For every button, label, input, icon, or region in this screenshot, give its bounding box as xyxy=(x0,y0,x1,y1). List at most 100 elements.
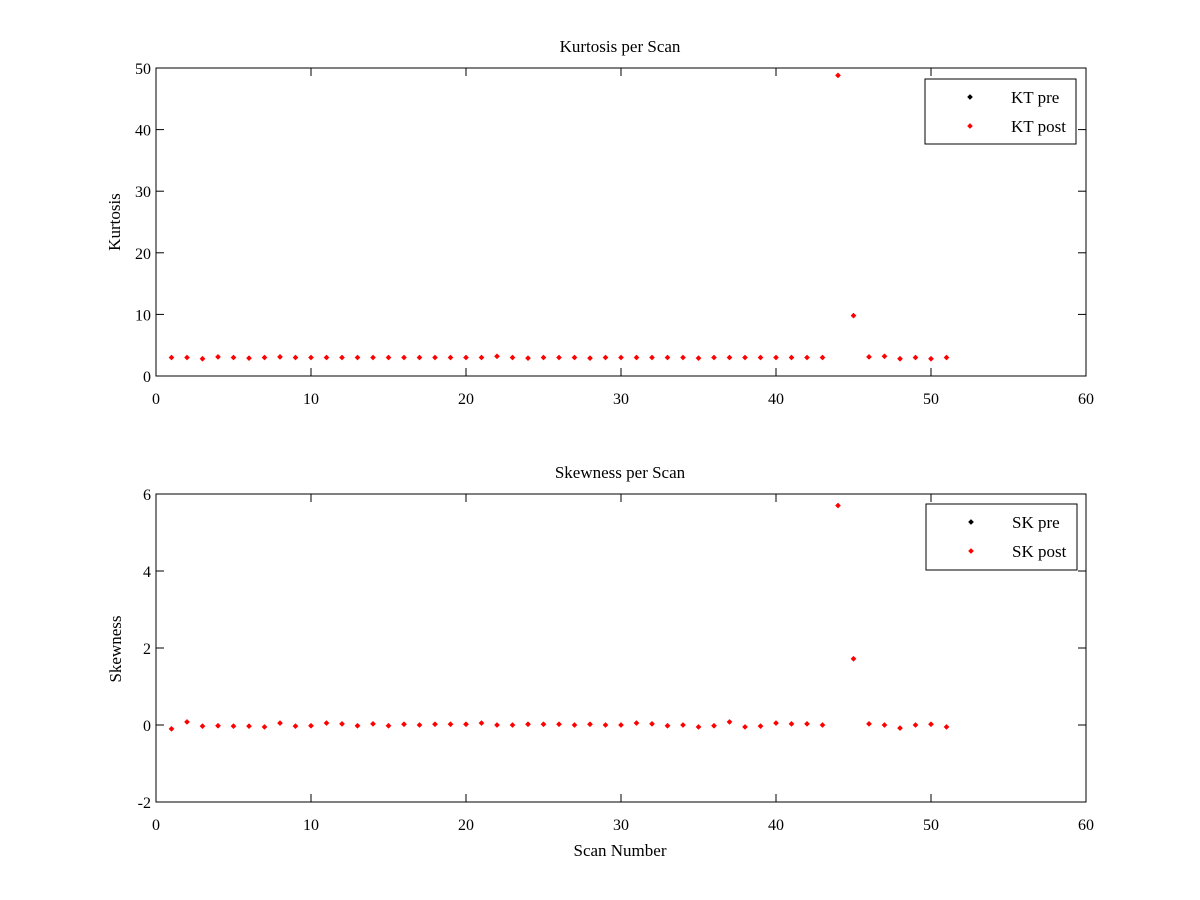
kurtosis-y-axis-label: Kurtosis xyxy=(105,193,124,251)
skewness-x-tick-label: 40 xyxy=(768,817,784,834)
kurtosis-point-post xyxy=(261,354,268,361)
skewness-legend-marker xyxy=(968,519,974,525)
skewness-y-tick-label: 0 xyxy=(143,718,151,735)
skewness-x-tick-label: 60 xyxy=(1078,817,1094,834)
kurtosis-point-post xyxy=(478,354,485,361)
kurtosis-x-tick-label: 50 xyxy=(923,391,939,408)
skewness-point-post xyxy=(339,720,345,727)
skewness-legend-label: SK pre xyxy=(1012,513,1060,532)
skewness-point-post xyxy=(416,722,423,728)
skewness-point-post xyxy=(261,723,268,730)
kurtosis-point-post xyxy=(339,354,345,361)
skewness-point-post xyxy=(277,720,283,727)
kurtosis-point-post xyxy=(323,354,330,361)
kurtosis-point-post xyxy=(897,355,903,362)
kurtosis-x-tick-label: 10 xyxy=(303,391,319,408)
kurtosis-point-post xyxy=(943,354,950,361)
kurtosis-point-post xyxy=(168,354,175,361)
skewness-point-post xyxy=(804,720,810,727)
skewness-x-tick-label: 30 xyxy=(613,817,629,834)
skewness-point-post xyxy=(246,723,252,730)
skewness-point-post xyxy=(819,722,826,728)
kurtosis-point-post xyxy=(680,354,686,361)
kurtosis-panel: Kurtosis per Scan Kurtosis 0 10 20 30 40 50 60… xyxy=(105,37,1094,408)
skewness-point-post xyxy=(401,721,407,728)
skewness-point-post xyxy=(835,502,841,509)
skewness-point-post xyxy=(773,720,779,727)
skewness-x-tick-label: 50 xyxy=(923,817,939,834)
kurtosis-point-post xyxy=(587,355,593,362)
kurtosis-point-post xyxy=(602,354,609,361)
skewness-legend-marker xyxy=(968,548,974,554)
kurtosis-point-post xyxy=(246,355,252,362)
kurtosis-point-post xyxy=(277,353,283,360)
skewness-point-post xyxy=(556,721,562,728)
kurtosis-point-post xyxy=(649,354,655,361)
kurtosis-y-tick-label: 40 xyxy=(135,123,151,140)
kurtosis-point-post xyxy=(881,353,888,360)
skewness-point-post xyxy=(447,721,454,728)
skewness-point-post xyxy=(540,721,547,728)
kurtosis-point-post xyxy=(633,354,640,361)
kurtosis-point-post xyxy=(525,355,531,362)
skewness-y-axis-label: Skewness xyxy=(106,615,125,682)
kurtosis-legend-label: KT post xyxy=(1011,117,1066,136)
skewness-point-post xyxy=(292,723,299,730)
kurtosis-y-tick-label: 10 xyxy=(135,307,151,324)
skewness-point-post xyxy=(649,720,655,727)
kurtosis-y-tick-label: 0 xyxy=(143,369,151,386)
skewness-legend-label: SK post xyxy=(1012,542,1067,561)
skewness-point-post xyxy=(525,721,531,728)
kurtosis-point-post xyxy=(571,354,578,361)
kurtosis-point-post xyxy=(385,354,392,361)
skewness-point-post xyxy=(711,722,717,729)
skewness-point-post xyxy=(199,723,206,730)
skewness-point-post xyxy=(664,722,671,729)
kurtosis-point-post xyxy=(401,354,407,361)
skewness-point-post xyxy=(509,722,516,728)
kurtosis-point-post xyxy=(819,354,826,361)
kurtosis-point-post xyxy=(850,312,857,319)
kurtosis-chart-title: Kurtosis per Scan xyxy=(560,37,681,56)
kurtosis-point-post xyxy=(866,353,872,360)
skewness-point-post xyxy=(680,722,686,728)
skewness-point-post xyxy=(912,722,919,728)
kurtosis-point-post xyxy=(416,354,423,361)
skewness-point-post xyxy=(168,725,175,732)
skewness-y-tick-label: -2 xyxy=(138,795,151,812)
kurtosis-point-post xyxy=(494,353,500,360)
kurtosis-point-post xyxy=(292,354,299,361)
skewness-point-post xyxy=(742,723,748,730)
kurtosis-point-post xyxy=(215,353,221,360)
skewness-point-post xyxy=(184,718,190,725)
kurtosis-point-post xyxy=(556,354,562,361)
kurtosis-x-tick-label: 0 xyxy=(152,391,160,408)
kurtosis-point-post xyxy=(664,354,671,361)
kurtosis-legend-marker xyxy=(967,123,973,129)
skewness-y-tick-label: 6 xyxy=(143,487,151,504)
kurtosis-point-post xyxy=(540,354,547,361)
kurtosis-point-post xyxy=(509,354,516,361)
skewness-point-post xyxy=(618,722,624,728)
skewness-point-post xyxy=(866,720,872,727)
skewness-chart-title: Skewness per Scan xyxy=(555,463,686,482)
skewness-point-post xyxy=(928,721,934,728)
skewness-point-post xyxy=(215,722,221,729)
skewness-point-post xyxy=(323,720,330,727)
skewness-legend-box xyxy=(925,503,1078,571)
skewness-point-post xyxy=(230,723,237,730)
kurtosis-point-post xyxy=(447,354,454,361)
kurtosis-point-post xyxy=(742,354,748,361)
skewness-point-post xyxy=(571,722,578,728)
kurtosis-point-post xyxy=(230,354,237,361)
kurtosis-point-post xyxy=(618,354,624,361)
kurtosis-point-post xyxy=(928,355,934,362)
skewness-y-tick-label: 4 xyxy=(143,564,151,581)
skewness-point-post xyxy=(354,722,361,729)
kurtosis-point-post xyxy=(463,354,469,361)
skewness-point-post xyxy=(432,721,438,728)
kurtosis-point-post xyxy=(711,354,717,361)
kurtosis-point-post xyxy=(432,354,438,361)
skewness-point-post xyxy=(463,721,469,728)
